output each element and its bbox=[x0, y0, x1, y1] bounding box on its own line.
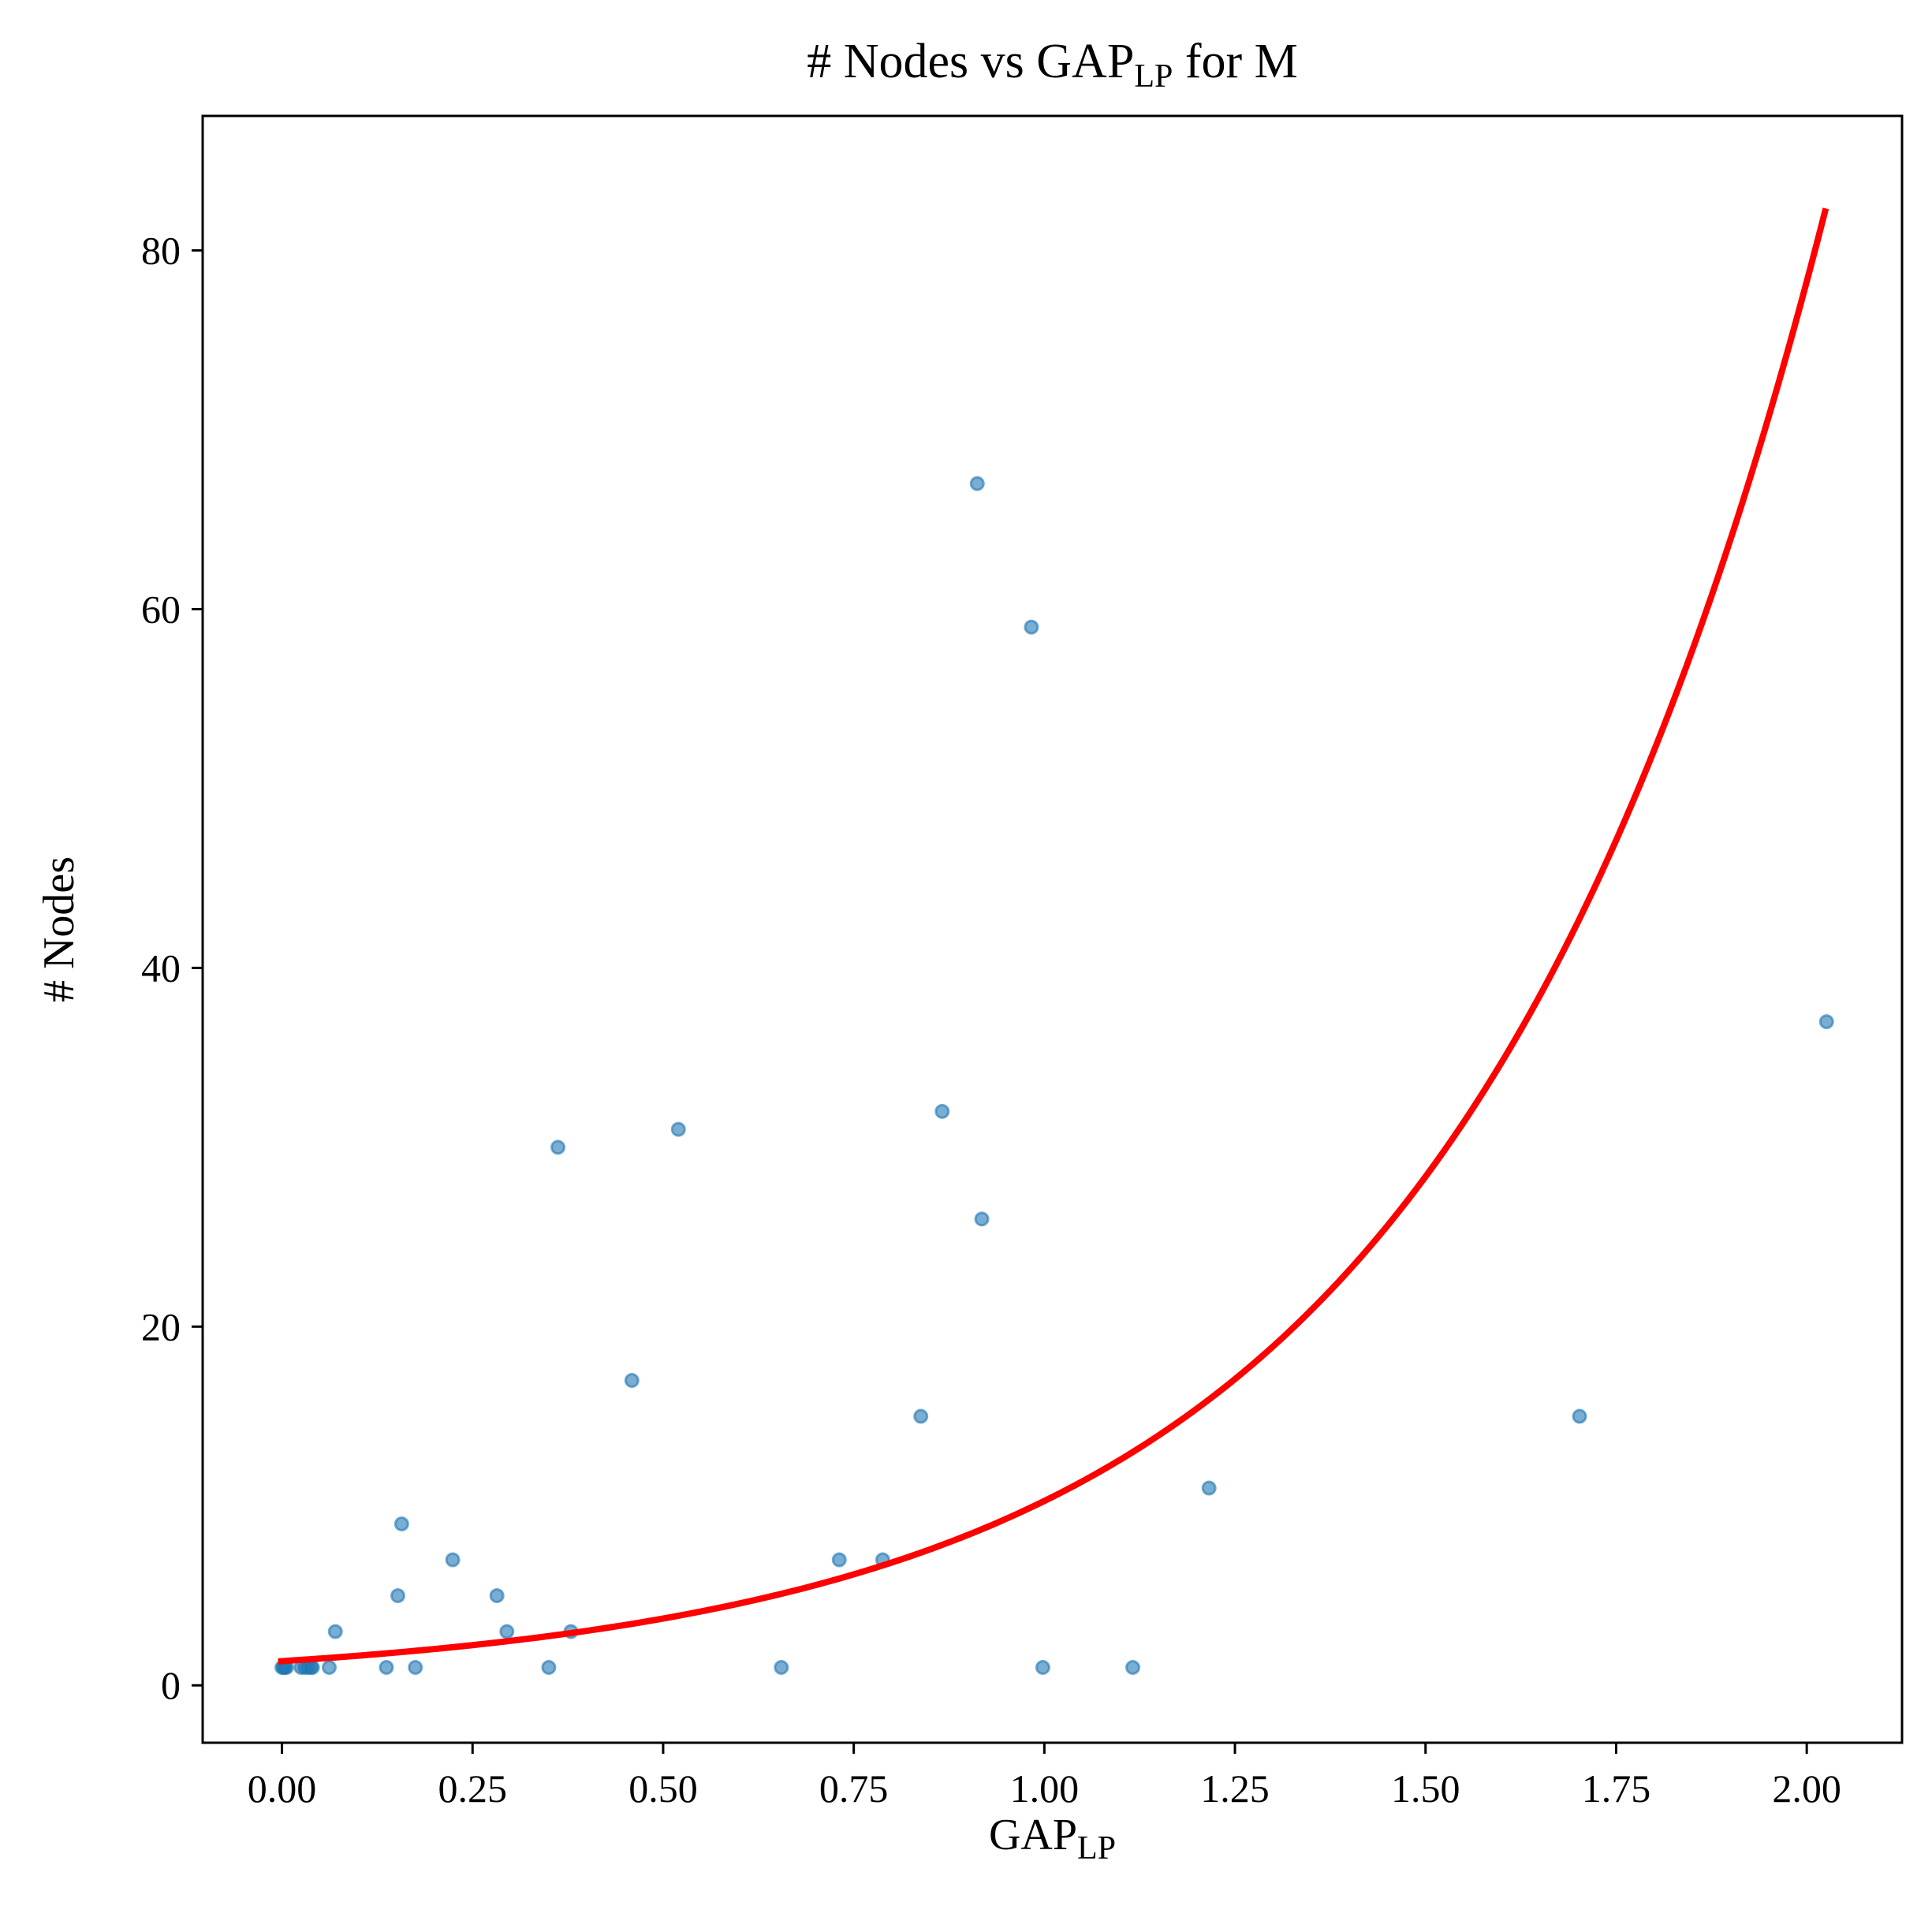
scatter-point bbox=[541, 1659, 557, 1675]
plot-area bbox=[274, 207, 1834, 1675]
x-axis: 0.00 0.25 0.50 0.75 1.00 1.25 1.50 1.75 2.00 bbox=[248, 1743, 1841, 1811]
scatter-point bbox=[1201, 1480, 1217, 1496]
scatter-point bbox=[1035, 1659, 1050, 1675]
y-tick-label: 0 bbox=[161, 1663, 181, 1707]
x-tick-label: 0.50 bbox=[628, 1766, 698, 1811]
scatter-point bbox=[408, 1659, 423, 1675]
scatter-point bbox=[393, 1516, 409, 1532]
x-axis-title-text: GAPLP bbox=[989, 1811, 1116, 1867]
x-axis-title-subscript: LP bbox=[1077, 1830, 1116, 1867]
y-axis: 0 20 40 60 80 bbox=[141, 229, 203, 1707]
chart-title: # Nodes vs GAPLP for M bbox=[807, 35, 1298, 95]
plot-content bbox=[274, 207, 1834, 1675]
scatter-point bbox=[379, 1659, 394, 1675]
x-tick-label: 0.75 bbox=[819, 1766, 889, 1811]
scatter-point bbox=[913, 1408, 929, 1424]
fit-line bbox=[278, 207, 1829, 1665]
scatter-point bbox=[974, 1211, 990, 1227]
x-axis-title-main: GAP bbox=[989, 1811, 1077, 1859]
scatter-point bbox=[327, 1624, 343, 1639]
y-tick-label: 40 bbox=[141, 945, 181, 990]
scatter-point bbox=[390, 1587, 406, 1603]
x-tick-label: 1.00 bbox=[1010, 1766, 1080, 1811]
y-axis-title: # Nodes bbox=[35, 856, 84, 1002]
chart-title-subscript: LP bbox=[1134, 58, 1173, 95]
plot-frame bbox=[201, 114, 1904, 1744]
scatter-point bbox=[1572, 1408, 1587, 1424]
scatter-point bbox=[1818, 1014, 1834, 1030]
scatter-point bbox=[969, 476, 985, 491]
x-tick-label: 2.00 bbox=[1772, 1766, 1841, 1811]
scatter-point bbox=[489, 1587, 505, 1603]
chart-title-main: # Nodes vs GAP bbox=[807, 35, 1134, 88]
x-tick-label: 0.00 bbox=[248, 1766, 317, 1811]
scatter-point bbox=[831, 1552, 847, 1568]
scatter-point bbox=[445, 1552, 461, 1568]
scatter-point bbox=[670, 1121, 686, 1137]
scatter-point bbox=[624, 1373, 640, 1389]
x-tick-label: 0.25 bbox=[438, 1766, 507, 1811]
y-tick-label: 20 bbox=[141, 1304, 181, 1348]
y-axis-title-text: # Nodes bbox=[35, 856, 84, 1002]
y-tick-label: 80 bbox=[141, 229, 181, 273]
scatter-point bbox=[550, 1139, 566, 1155]
scatter-point bbox=[1125, 1659, 1140, 1675]
x-tick-label: 1.25 bbox=[1200, 1766, 1270, 1811]
scatter-point bbox=[774, 1659, 789, 1675]
scatter-point bbox=[304, 1659, 320, 1675]
chart-title-text: # Nodes vs GAPLP for M bbox=[807, 35, 1298, 95]
x-tick-label: 1.75 bbox=[1582, 1766, 1651, 1811]
scatter-point bbox=[321, 1659, 337, 1675]
x-tick-label: 1.50 bbox=[1391, 1766, 1460, 1811]
scatter-point bbox=[934, 1103, 950, 1119]
scatter-point bbox=[499, 1624, 515, 1639]
chart-title-suffix: for M bbox=[1173, 35, 1297, 88]
scatter-point bbox=[1024, 619, 1039, 635]
y-tick-label: 60 bbox=[141, 587, 181, 631]
x-axis-title: GAPLP bbox=[989, 1811, 1116, 1867]
